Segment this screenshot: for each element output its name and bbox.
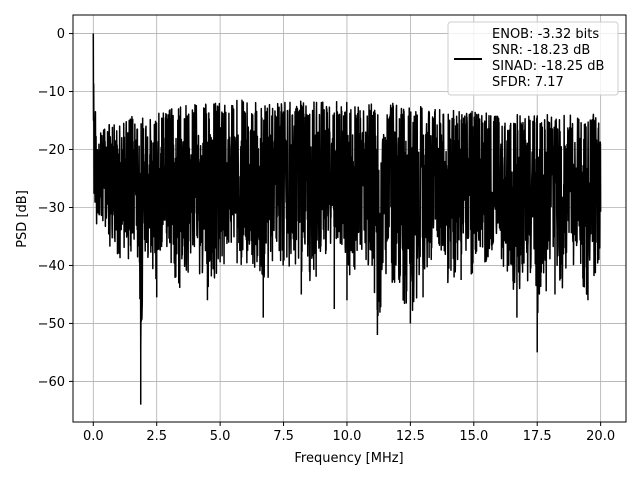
y-tick-label: −40: [38, 259, 65, 274]
legend-sinad: SINAD: -18.25 dB: [492, 59, 604, 74]
x-tick-label: 15.0: [459, 429, 488, 444]
y-tick-label: −60: [38, 375, 65, 390]
series-layer: [92, 33, 602, 405]
y-tick-label: 0: [57, 27, 65, 42]
legend-box: [447, 21, 619, 96]
y-tick-label: −10: [38, 85, 65, 100]
x-axis-label: Frequency [MHz]: [294, 451, 403, 466]
x-tick-label: 5.0: [210, 429, 231, 444]
x-tick-label: 2.5: [146, 429, 167, 444]
x-tick-label: 12.5: [396, 429, 425, 444]
legend-snr: SNR: -18.23 dB: [492, 43, 590, 58]
y-tick-label: −20: [38, 143, 65, 158]
legend-enob: ENOB: -3.32 bits: [492, 27, 599, 42]
psd-series-line: [92, 33, 602, 405]
legend-sfdr: SFDR: 7.17: [492, 75, 564, 90]
x-tick-label: 20.0: [586, 429, 615, 444]
x-tick-label: 7.5: [273, 429, 294, 444]
legend: ENOB: -3.32 bits SNR: -18.23 dB SINAD: -…: [447, 21, 619, 96]
plot-frame: [72, 14, 627, 423]
y-tick-label: −50: [38, 317, 65, 332]
y-tick-label: −30: [38, 201, 65, 216]
x-tick-label: 0.0: [83, 429, 104, 444]
x-tick-label: 17.5: [523, 429, 552, 444]
y-axis-label: PSD [dB]: [15, 190, 30, 248]
ticks-layer: 0.0 2.5 5.0 7.5 10.0 12.5 15.0 17.5 20.0 0 −10 −20 −…: [38, 27, 616, 444]
x-tick-label: 10.0: [332, 429, 361, 444]
